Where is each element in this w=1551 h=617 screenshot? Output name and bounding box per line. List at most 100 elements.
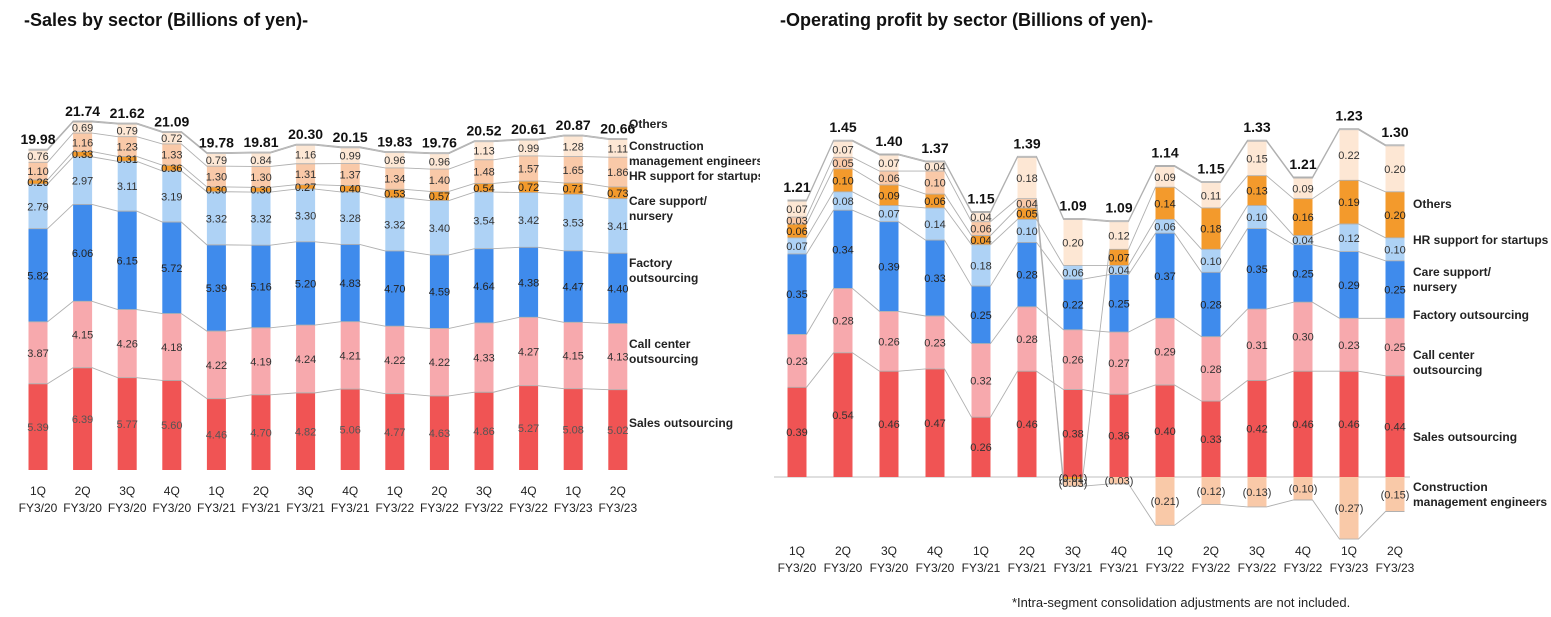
bar-segment bbox=[385, 167, 405, 190]
legend-label: Care support/ bbox=[1413, 265, 1492, 279]
bar-segment bbox=[879, 311, 899, 372]
bar-segment bbox=[1201, 182, 1221, 208]
bar-value-label: 0.96 bbox=[384, 155, 405, 167]
bar-segment bbox=[563, 388, 583, 470]
bar-value-label: 0.20 bbox=[1062, 237, 1083, 249]
bar-segment bbox=[1201, 401, 1221, 477]
bar-segment bbox=[1339, 371, 1359, 477]
series-connector-line bbox=[787, 209, 1405, 287]
bar-segment bbox=[971, 212, 991, 222]
bar-segment bbox=[925, 171, 945, 195]
bar-value-label: 3.40 bbox=[429, 223, 450, 235]
bar-value-label: 0.96 bbox=[429, 156, 450, 168]
x-tick-quarter: 3Q bbox=[1065, 544, 1081, 558]
bar-segment bbox=[340, 244, 360, 322]
x-tick-quarter: 1Q bbox=[30, 484, 46, 498]
bar-segment bbox=[1339, 318, 1359, 372]
x-tick-fiscal-year: FY3/23 bbox=[1376, 561, 1415, 575]
x-tick-fiscal-year: FY3/20 bbox=[916, 561, 955, 575]
bar-segment bbox=[787, 224, 807, 238]
bar-value-label: 0.79 bbox=[116, 125, 137, 137]
bar-value-label: (0.03) bbox=[1105, 475, 1134, 487]
bar-segment bbox=[429, 395, 449, 470]
bar-value-label: 0.37 bbox=[1154, 271, 1175, 283]
bar-segment bbox=[1017, 371, 1037, 477]
bar-value-label: 0.07 bbox=[786, 204, 807, 216]
bar-segment bbox=[1109, 394, 1129, 477]
bar-segment bbox=[162, 143, 182, 166]
bar-segment bbox=[1017, 242, 1037, 307]
bar-total-label: 1.14 bbox=[1151, 145, 1178, 161]
series-connector-line bbox=[28, 367, 628, 400]
bar-segment bbox=[1017, 198, 1037, 208]
bar-segment bbox=[1109, 332, 1129, 395]
bar-value-label: 0.20 bbox=[1384, 210, 1405, 222]
legend-label: Others bbox=[629, 117, 668, 131]
bar-segment bbox=[117, 161, 137, 212]
bar-segment bbox=[971, 417, 991, 477]
bar-segment bbox=[117, 136, 137, 157]
bar-value-label: 0.05 bbox=[832, 158, 853, 170]
bar-value-label: 0.27 bbox=[1108, 358, 1129, 370]
bar-segment bbox=[608, 139, 628, 158]
bar-segment bbox=[1063, 219, 1083, 266]
bar-value-label: 0.22 bbox=[1062, 300, 1083, 312]
x-tick-fiscal-year: FY3/20 bbox=[63, 501, 102, 515]
bar-segment bbox=[1293, 477, 1313, 500]
bar-segment bbox=[925, 207, 945, 241]
bar-total-label: 20.15 bbox=[333, 129, 368, 145]
bar-segment bbox=[608, 389, 628, 470]
bar-value-label: 0.25 bbox=[1108, 298, 1129, 310]
bar-value-label: 1.48 bbox=[473, 167, 494, 179]
bar-segment bbox=[1201, 477, 1221, 505]
bar-segment bbox=[296, 325, 316, 393]
x-tick-fiscal-year: FY3/20 bbox=[19, 501, 58, 515]
bar-segment bbox=[206, 153, 226, 167]
footnote: *Intra-segment consolidation adjustments… bbox=[1012, 595, 1351, 610]
bar-segment bbox=[608, 198, 628, 254]
bar-segment bbox=[925, 368, 945, 477]
x-tick-fiscal-year: FY3/21 bbox=[1054, 561, 1093, 575]
bar-segment bbox=[385, 197, 405, 251]
bar-value-label: 0.23 bbox=[924, 337, 945, 349]
bar-value-label: 4.15 bbox=[72, 330, 93, 342]
bar-value-label: (0.10) bbox=[1289, 484, 1318, 496]
bar-segment bbox=[206, 186, 226, 192]
total-connector-line bbox=[787, 128, 1405, 222]
x-tick-quarter: 3Q bbox=[1249, 544, 1265, 558]
x-tick-quarter: 1Q bbox=[789, 544, 805, 558]
bar-segment bbox=[206, 244, 226, 332]
bar-value-label: 5.60 bbox=[161, 420, 182, 432]
bar-segment bbox=[117, 377, 137, 470]
bar-value-label: 1.23 bbox=[116, 142, 137, 154]
bar-value-label: 0.33 bbox=[924, 273, 945, 285]
bar-value-label: 4.19 bbox=[250, 356, 271, 368]
x-tick-fiscal-year: FY3/20 bbox=[778, 561, 817, 575]
x-tick-fiscal-year: FY3/22 bbox=[1238, 561, 1277, 575]
bar-total-label: 1.45 bbox=[829, 119, 856, 135]
bar-value-label: 0.07 bbox=[878, 209, 899, 221]
legend-label: Factory outsourcing bbox=[1413, 308, 1529, 322]
bar-value-label: 0.18 bbox=[970, 260, 991, 272]
bar-segment bbox=[833, 157, 853, 169]
bar-segment bbox=[519, 317, 539, 386]
bar-segment bbox=[429, 328, 449, 396]
bar-value-label: 1.16 bbox=[295, 149, 316, 161]
bar-value-label: 0.30 bbox=[206, 184, 227, 196]
bar-value-label: 4.46 bbox=[206, 429, 227, 441]
bar-segment bbox=[385, 250, 405, 327]
bar-segment bbox=[925, 161, 945, 172]
bar-segment bbox=[28, 228, 48, 322]
bar-value-label: 4.77 bbox=[384, 427, 405, 439]
bar-value-label: 4.22 bbox=[429, 357, 450, 369]
legend-label: Call center bbox=[1413, 348, 1475, 362]
bar-segment bbox=[251, 245, 271, 328]
x-tick-fiscal-year: FY3/22 bbox=[1192, 561, 1231, 575]
bar-value-label: 0.40 bbox=[1154, 426, 1175, 438]
bar-segment bbox=[563, 182, 583, 195]
x-tick-quarter: 1Q bbox=[1157, 544, 1173, 558]
bar-value-label: 0.54 bbox=[832, 410, 853, 422]
bar-value-label: 0.10 bbox=[1016, 226, 1037, 238]
legend-label: Construction bbox=[1413, 480, 1488, 494]
bar-value-label: 0.07 bbox=[1108, 252, 1129, 264]
